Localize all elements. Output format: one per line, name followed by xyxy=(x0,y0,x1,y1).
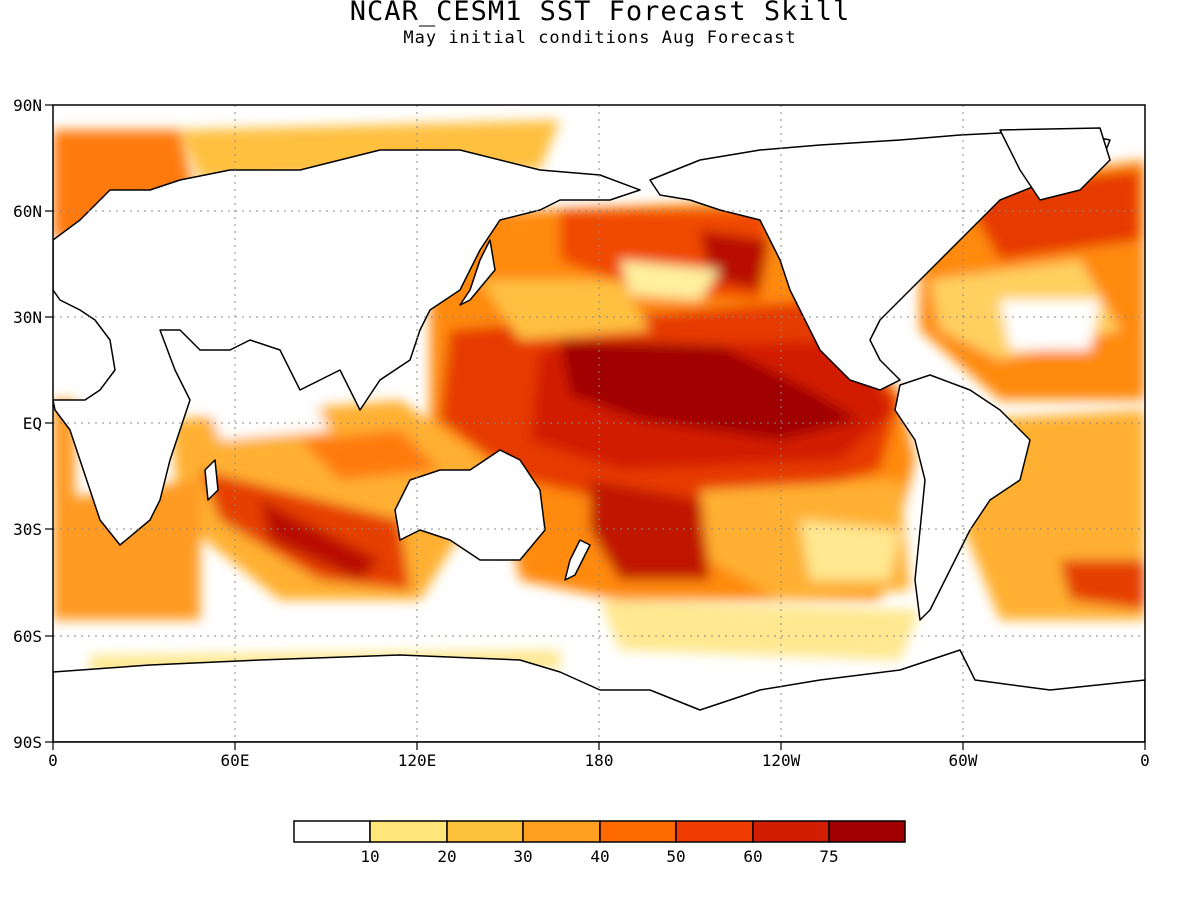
colorbar-swatch-7 xyxy=(828,820,906,843)
map-gridlines xyxy=(53,105,1145,742)
lat-label-60n: 60N xyxy=(13,202,42,221)
colorbar-label-50: 50 xyxy=(666,847,685,866)
lon-label-0-east: 0 xyxy=(1140,751,1150,770)
colorbar-label-60: 60 xyxy=(743,847,762,866)
colorbar-label-75: 75 xyxy=(819,847,838,866)
colorbar-swatch-5 xyxy=(675,820,754,843)
lat-label-60s: 60S xyxy=(13,627,42,646)
lon-label-120e: 120E xyxy=(398,751,437,770)
colorbar-label-20: 20 xyxy=(437,847,456,866)
map-subtitle: May initial conditions Aug Forecast xyxy=(403,28,797,48)
colorbar: 10 20 30 40 50 60 75 xyxy=(293,820,906,866)
colorbar-label-40: 40 xyxy=(590,847,609,866)
lat-labels: 90N 60N 30N EQ 30S 60S 90S xyxy=(13,96,42,752)
lat-label-90s: 90S xyxy=(13,733,42,752)
map-title: NCAR_CESM1 SST Forecast Skill xyxy=(349,0,851,27)
lon-label-60e: 60E xyxy=(221,751,250,770)
lon-label-120w: 120W xyxy=(762,751,801,770)
colorbar-swatch-2 xyxy=(446,820,524,843)
axis-tickmarks xyxy=(45,104,1146,750)
lon-label-60w: 60W xyxy=(949,751,978,770)
colorbar-swatch-3 xyxy=(522,820,601,843)
lat-label-90n: 90N xyxy=(13,96,42,115)
colorbar-swatch-0 xyxy=(293,820,371,843)
lon-labels: 0 60E 120E 180 120W 60W 0 xyxy=(48,751,1150,770)
lat-label-30s: 30S xyxy=(13,520,42,539)
skill-field xyxy=(53,120,1145,675)
lat-label-eq: EQ xyxy=(23,414,42,433)
colorbar-swatch-1 xyxy=(369,820,448,843)
lat-label-30n: 30N xyxy=(13,308,42,327)
colorbar-label-10: 10 xyxy=(360,847,379,866)
lon-label-180: 180 xyxy=(585,751,614,770)
lon-label-0: 0 xyxy=(48,751,58,770)
colorbar-label-30: 30 xyxy=(513,847,532,866)
colorbar-swatch-4 xyxy=(599,820,677,843)
colorbar-swatch-6 xyxy=(752,820,830,843)
